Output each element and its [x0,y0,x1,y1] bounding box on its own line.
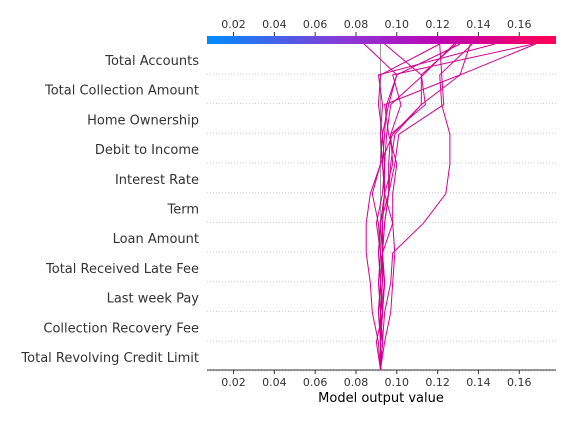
top-tick-label: 0.02 [221,18,246,31]
top-axis: 0.02 0.04 0.06 0.08 0.10 0.12 0.14 0.16 [221,18,532,36]
feature-label: Loan Amount [113,232,199,247]
top-tick-label: 0.12 [425,18,450,31]
top-tick-label: 0.14 [466,18,491,31]
top-tick-label: 0.06 [303,18,328,31]
feature-labels: Total Accounts Total Collection Amount Hom… [20,54,199,366]
bottom-tick-label: 0.08 [344,376,369,389]
bottom-tick-label: 0.06 [303,376,328,389]
decision-line [377,43,457,371]
feature-label: Total Collection Amount [44,84,199,99]
colorbar [207,36,556,44]
decision-line [377,43,495,371]
feature-label: Total Accounts [104,54,199,69]
decision-lines [363,43,536,371]
bottom-axis: 0.02 0.04 0.06 0.08 0.10 0.12 0.14 0.16 [221,370,532,389]
bottom-tick-label: 0.10 [385,376,410,389]
feature-label: Debit to Income [95,143,199,158]
bottom-tick-label: 0.04 [262,376,287,389]
bottom-tick-label: 0.14 [466,376,491,389]
feature-label: Total Revolving Credit Limit [20,351,199,366]
top-tick-label: 0.10 [385,18,410,31]
feature-label: Home Ownership [87,113,199,128]
top-tick-label: 0.08 [344,18,369,31]
bottom-tick-label: 0.12 [425,376,450,389]
bottom-tick-label: 0.02 [221,376,246,389]
feature-label: Total Received Late Fee [45,262,199,277]
decision-line [375,43,461,371]
top-tick-label: 0.16 [507,18,532,31]
decision-line [363,43,398,371]
decision-line [380,43,473,371]
bottom-tick-label: 0.16 [507,376,532,389]
decision-line [365,43,536,371]
x-axis-title: Model output value [318,391,444,406]
feature-label: Interest Rate [115,173,199,188]
decision-line [375,43,455,370]
top-tick-label: 0.04 [262,18,287,31]
feature-label: Collection Recovery Fee [43,321,199,336]
feature-label: Last week Pay [107,292,200,307]
decision-line [380,43,445,370]
decision-line [377,43,471,370]
decision-line [377,43,534,370]
feature-label: Term [166,203,199,218]
